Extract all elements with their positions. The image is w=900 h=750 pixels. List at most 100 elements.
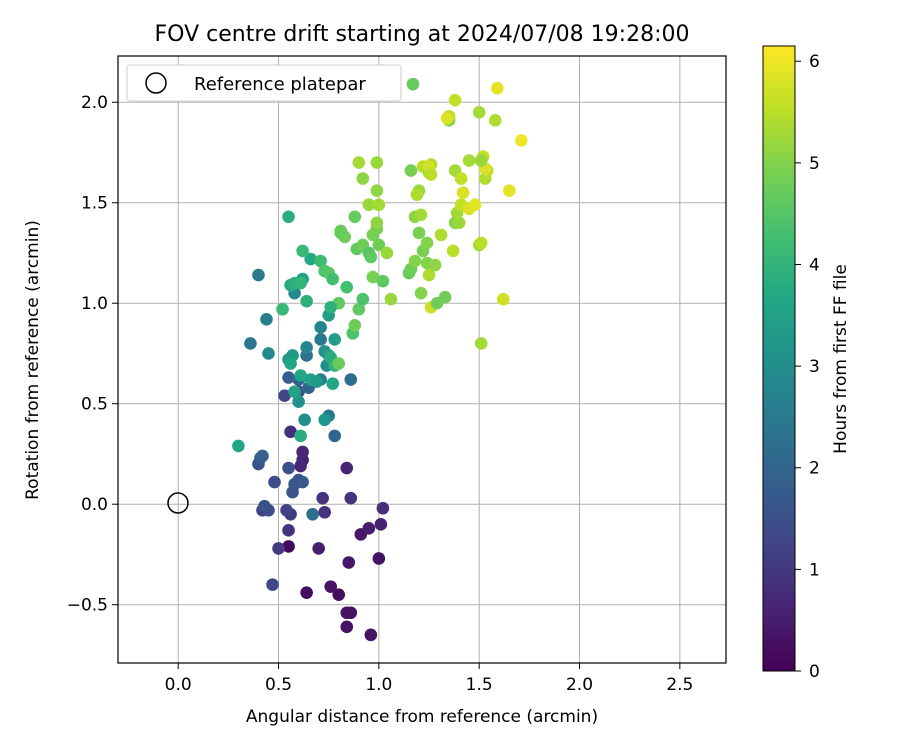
- data-point: [326, 272, 340, 286]
- data-point: [404, 164, 418, 177]
- colorbar-tick-label: 5: [809, 154, 820, 174]
- data-point: [318, 413, 331, 427]
- x-tick-label: 1.0: [365, 675, 392, 695]
- data-point: [420, 236, 434, 250]
- data-point: [258, 499, 271, 513]
- data-point: [352, 302, 366, 316]
- data-point: [428, 258, 442, 272]
- legend-label: Reference platepar: [194, 74, 366, 95]
- data-point: [300, 341, 313, 354]
- data-point: [324, 300, 337, 314]
- data-point: [260, 313, 273, 326]
- grid-lines: [118, 56, 726, 663]
- data-point: [244, 337, 257, 350]
- y-axis-label: Rotation from reference (arcmin): [23, 220, 43, 500]
- data-point: [300, 294, 313, 308]
- colorbar-tick-label: 6: [809, 52, 820, 72]
- data-point: [372, 238, 386, 252]
- colorbar-tick-label: 3: [809, 357, 820, 377]
- data-point: [306, 507, 319, 521]
- data-point: [298, 413, 311, 427]
- data-point: [496, 292, 510, 306]
- colorbar-gradient: [762, 45, 796, 672]
- data-point: [278, 389, 291, 402]
- data-point: [344, 373, 358, 386]
- data-point: [332, 588, 346, 601]
- data-point: [344, 606, 358, 620]
- data-point: [342, 556, 356, 569]
- data-point: [262, 347, 275, 360]
- data-point: [232, 439, 245, 453]
- data-point: [372, 198, 386, 212]
- plot-frame: [117, 55, 727, 664]
- data-point: [256, 449, 269, 463]
- data-point: [490, 81, 504, 95]
- data-point: [332, 357, 346, 370]
- data-point: [352, 156, 366, 169]
- data-point: [364, 628, 378, 642]
- data-point: [304, 252, 317, 266]
- data-point: [314, 254, 327, 268]
- x-tick-label: 0.5: [265, 675, 292, 695]
- data-point: [272, 542, 285, 555]
- data-point: [474, 236, 488, 250]
- data-point: [276, 302, 289, 316]
- data-point: [356, 292, 370, 306]
- data-point: [414, 286, 428, 300]
- colorbar-ticks: 0 1 2 3 4 5 6: [795, 52, 820, 682]
- data-point: [370, 216, 384, 230]
- data-point: [376, 274, 390, 288]
- data-point: [310, 375, 323, 388]
- colorbar: 0 1 2 3 4 5 6 Hours from first FF file: [762, 45, 851, 682]
- data-point: [312, 542, 325, 555]
- data-point: [324, 580, 337, 593]
- colorbar-tick-label: 4: [809, 255, 820, 275]
- x-tick-label: 2.5: [666, 675, 693, 695]
- data-point: [348, 319, 362, 332]
- data-point: [294, 459, 307, 473]
- data-point: [472, 105, 486, 119]
- x-axis-label: Angular distance from reference (arcmin): [246, 707, 598, 727]
- data-point: [288, 385, 301, 398]
- x-tick-label: 2.0: [566, 675, 593, 695]
- data-point: [282, 371, 295, 384]
- colorbar-tick-label: 1: [809, 560, 820, 580]
- data-point: [408, 254, 422, 268]
- data-point: [340, 280, 354, 294]
- data-point: [284, 357, 297, 370]
- data-point: [406, 77, 420, 91]
- data-point: [314, 333, 327, 346]
- data-point: [314, 321, 327, 334]
- data-point: [356, 172, 370, 185]
- data-point: [454, 172, 468, 185]
- reference-marker: [167, 492, 189, 514]
- data-point: [252, 268, 265, 282]
- x-axis-ticks: 0.0 0.5 1.0 1.5 2.0 2.5: [165, 663, 693, 695]
- y-tick-label: 2.0: [81, 93, 108, 113]
- data-point: [474, 154, 488, 167]
- data-point: [282, 210, 295, 224]
- data-point: [434, 228, 448, 242]
- data-point: [412, 226, 426, 240]
- data-point: [294, 276, 307, 290]
- data-point: [380, 246, 394, 260]
- data-point: [340, 620, 354, 634]
- data-point: [468, 198, 482, 212]
- data-point: [282, 524, 295, 537]
- data-point: [318, 505, 331, 519]
- y-tick-label: −0.5: [67, 596, 108, 616]
- data-point: [300, 586, 313, 599]
- data-points: [232, 77, 528, 642]
- data-point: [344, 491, 358, 505]
- data-point: [362, 522, 376, 535]
- data-point: [282, 540, 295, 553]
- data-point: [328, 333, 342, 346]
- y-tick-label: 0.5: [81, 395, 108, 415]
- data-point: [376, 501, 390, 515]
- y-tick-label: 0.0: [81, 495, 108, 515]
- data-point: [296, 244, 309, 258]
- data-point: [474, 337, 488, 350]
- chart-title: FOV centre drift starting at 2024/07/08 …: [155, 22, 690, 47]
- y-tick-label: 1.5: [81, 194, 108, 214]
